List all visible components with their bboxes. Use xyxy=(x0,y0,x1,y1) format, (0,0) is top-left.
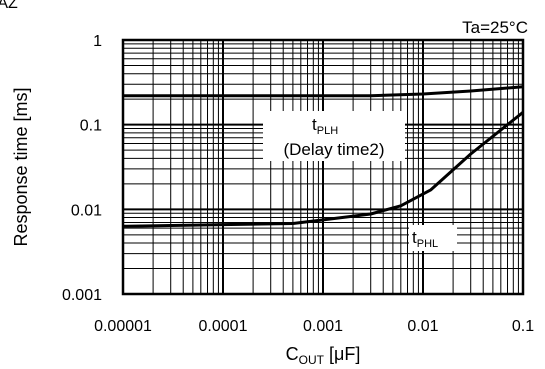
tplh-label: tPLH xyxy=(312,115,338,137)
tplh-label-sub: PLH xyxy=(317,125,338,137)
y-axis-title: Response time [ms] xyxy=(11,87,31,246)
x-tick-label: 0.0001 xyxy=(199,318,248,335)
y-tick-labels: 1 0.1 0.01 0.001 xyxy=(62,33,102,304)
plot-grid xyxy=(123,40,523,294)
y-tick-label: 0.01 xyxy=(71,202,102,219)
y-tick-label: 0.001 xyxy=(62,287,102,304)
series-line-tphl xyxy=(122,111,524,228)
tplh-label-bg xyxy=(263,111,405,161)
x-tick-label: 0.01 xyxy=(407,318,438,335)
series-lines xyxy=(122,85,524,228)
header-fragment: S405AZ xyxy=(0,0,18,12)
tplh-label-main: t xyxy=(312,115,317,134)
condition-label: Ta=25°C xyxy=(462,18,528,37)
x-axis-title-sub: OUT xyxy=(299,353,325,367)
y-tick-label: 0.1 xyxy=(80,118,102,135)
series-line-tplh xyxy=(123,85,524,98)
y-tick-label: 1 xyxy=(93,33,102,50)
x-axis-title: COUT [μF] xyxy=(286,344,361,367)
x-tick-label: 0.1 xyxy=(512,318,534,335)
x-tick-label: 0.00001 xyxy=(94,318,152,335)
x-tick-label: 0.001 xyxy=(303,318,343,335)
tphl-label-bg xyxy=(409,225,457,251)
tplh-label-line2: (Delay time2) xyxy=(283,140,384,159)
tphl-label: tPHL xyxy=(412,228,438,250)
tphl-label-main: t xyxy=(412,228,417,247)
tphl-label-sub: PHL xyxy=(417,238,438,250)
x-tick-labels: 0.00001 0.0001 0.001 0.01 0.1 xyxy=(94,318,534,335)
condition-label-bg xyxy=(450,16,530,38)
x-axis-title-main: C xyxy=(286,344,299,364)
x-axis-title-unit: [μF] xyxy=(324,344,360,364)
plot-frame xyxy=(121,38,525,296)
